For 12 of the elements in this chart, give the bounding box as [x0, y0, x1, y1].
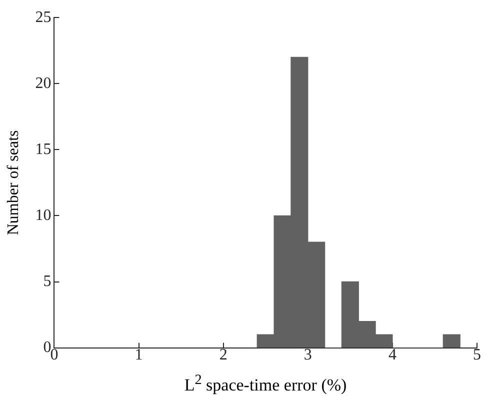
- y-tick-label: 5: [43, 272, 52, 290]
- x-tick-label: 3: [304, 346, 312, 364]
- x-tick-label: 4: [388, 346, 396, 364]
- y-tick-label: 15: [35, 140, 52, 158]
- x-axis-title: L$^{2}$ space-time error (%): [183, 371, 348, 396]
- x-tick-label: 2: [219, 346, 228, 364]
- x-tick-label: 5: [473, 346, 481, 364]
- x-tick-label: 1: [134, 346, 143, 364]
- y-axis-title: Number of seats: [4, 130, 22, 236]
- y-tick-label: 10: [35, 206, 52, 224]
- y-tick-label: 25: [35, 8, 52, 26]
- y-tick-label: 20: [35, 74, 52, 92]
